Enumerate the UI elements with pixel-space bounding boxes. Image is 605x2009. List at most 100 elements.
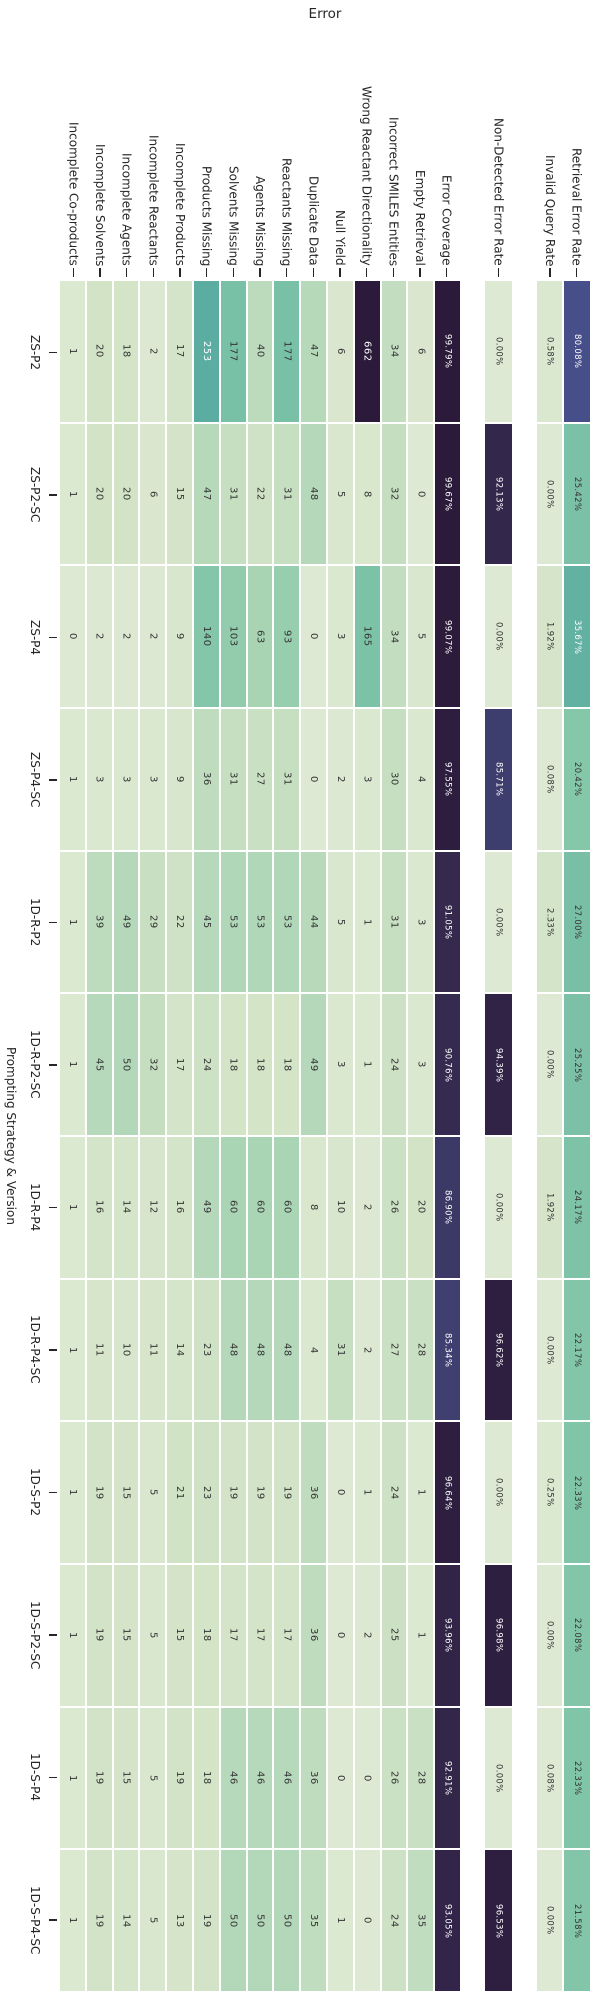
cell-value: 19 <box>93 1771 105 1785</box>
cell-value: 92.13% <box>493 476 504 512</box>
heatmap-cell: 2 <box>140 281 166 422</box>
heatmap-cell: 1 <box>60 851 85 993</box>
heatmap-cell: 19 <box>247 1422 273 1563</box>
cell-value: 24.17% <box>572 1190 583 1225</box>
cell-value: 19 <box>93 1485 105 1500</box>
cell-value: 32 <box>388 487 400 501</box>
column-label: Agents Missing <box>247 0 274 266</box>
heatmap-cell: 0 <box>301 709 326 850</box>
cell-value: 6 <box>334 347 346 355</box>
cell-value: 99.79% <box>442 334 453 369</box>
heatmap-cell: 92.13% <box>485 423 512 565</box>
heatmap-cell: 32 <box>140 994 166 1135</box>
heatmap-cell: 177 <box>274 281 300 422</box>
heatmap-cell: 17 <box>220 1565 246 1706</box>
cell-value: 0 <box>334 1489 346 1497</box>
cell-value: 3 <box>120 775 132 783</box>
column-label: Null Yield <box>327 0 354 266</box>
heatmap-cell: 10 <box>113 1279 139 1421</box>
cell-value: 22.33% <box>572 1475 583 1510</box>
heatmap-cell: 5 <box>140 1707 166 1849</box>
column-label-text: Agents Missing <box>252 175 267 266</box>
cell-value: 50 <box>281 1913 293 1928</box>
heatmap-cell: 26 <box>381 1707 407 1849</box>
cell-value: 19 <box>93 1913 105 1928</box>
cell-value: 6 <box>147 490 159 498</box>
cell-value: 36 <box>308 1628 320 1643</box>
cell-value: 0.00% <box>493 1763 504 1793</box>
heatmap-cell: 1 <box>354 994 380 1135</box>
row-label: 1D-R-P2-SC <box>22 994 48 1137</box>
cell-value: 25 <box>388 1628 400 1643</box>
heatmap-cell: 36 <box>193 709 219 850</box>
column-label-text: Invalid Query Rate <box>543 154 558 267</box>
column-label: Duplicate Data <box>300 0 327 266</box>
heatmap-cell: 2 <box>354 1137 380 1278</box>
cell-value: 48 <box>281 1343 293 1357</box>
heatmap-cell: 3 <box>113 709 139 850</box>
heatmap-cell: 0.00% <box>536 423 563 565</box>
heatmap-cell: 9 <box>167 566 192 707</box>
heatmap-cell: 14 <box>113 1137 139 1278</box>
y-axis-title-text: Prompting Strategy & Version <box>4 1047 18 1225</box>
heatmap-cell: 3 <box>408 994 434 1135</box>
cell-value: 0.00% <box>493 337 504 366</box>
heatmap-cell: 50 <box>113 994 139 1135</box>
heatmap-cell: 14 <box>167 1279 192 1421</box>
heatmap-cell: 27.00% <box>564 851 591 993</box>
x-axis-tick <box>232 268 235 277</box>
heatmap-cell: 96.53% <box>485 1850 512 1991</box>
cell-value: 25.42% <box>572 476 583 512</box>
heatmap-cell: 2 <box>327 709 353 850</box>
row-label-text: ZS-P4-SC <box>28 752 42 808</box>
column-label-text: Wrong Reactant Directionality <box>359 86 374 266</box>
heatmap-cell: 50 <box>220 1850 246 1991</box>
heatmap-cell: 30 <box>381 709 407 850</box>
column-label: Wrong Reactant Directionality <box>353 0 380 266</box>
heatmap-cell: 2 <box>140 566 166 707</box>
cell-value: 49 <box>308 1057 320 1072</box>
cell-value: 15 <box>120 1771 132 1785</box>
heatmap-cell: 50 <box>274 1850 300 1991</box>
cell-value: 1 <box>66 1203 78 1211</box>
cell-value: 21 <box>174 1485 186 1500</box>
heatmap-cell: 10 <box>327 1137 353 1278</box>
cell-value: 17 <box>227 1628 239 1643</box>
x-axis-tick <box>179 268 181 277</box>
cell-value: 27 <box>388 1343 400 1357</box>
cell-value: 1 <box>361 918 373 926</box>
column-label-text: Incomplete Products <box>172 143 187 266</box>
cell-value: 29 <box>147 915 159 929</box>
y-axis-tick <box>49 494 57 496</box>
cell-value: 85.71% <box>493 762 504 797</box>
cell-value: 5 <box>334 490 346 498</box>
cell-value: 0 <box>361 1917 373 1925</box>
heatmap-cell: 19 <box>220 1422 246 1563</box>
y-axis-tick <box>49 1064 57 1066</box>
cell-value: 14 <box>120 1200 132 1215</box>
cell-value: 5 <box>147 1774 159 1782</box>
heatmap-cell: 32 <box>381 423 407 565</box>
heatmap-cell: 46 <box>274 1707 300 1849</box>
cell-value: 53 <box>254 915 266 929</box>
heatmap-cell: 28 <box>408 1279 434 1421</box>
cell-value: 60 <box>254 1200 266 1215</box>
column-label: Solvents Missing <box>220 0 247 266</box>
heatmap-cell: 0.00% <box>485 281 512 422</box>
heatmap-cell: 93.05% <box>435 1850 460 1991</box>
heatmap-cell: 5 <box>140 1565 166 1706</box>
column-label: Reactants Missing <box>273 0 300 266</box>
cell-value: 34 <box>388 344 400 359</box>
y-axis-tick <box>49 1491 57 1493</box>
row-label: 1D-S-P2-SC <box>22 1564 48 1707</box>
heatmap-cell: 22.33% <box>564 1422 591 1563</box>
column-label: Empty Retrieval <box>407 0 434 266</box>
cell-value: 24 <box>388 1913 400 1928</box>
heatmap-cell: 6 <box>140 423 166 565</box>
cell-value: 32 <box>147 1057 159 1072</box>
heatmap-cell: 31 <box>274 709 300 850</box>
cell-value: 49 <box>200 1200 212 1215</box>
cell-value: 0 <box>361 1774 373 1782</box>
cell-value: 3 <box>415 1061 427 1069</box>
heatmap-cell: 97.55% <box>435 709 460 850</box>
